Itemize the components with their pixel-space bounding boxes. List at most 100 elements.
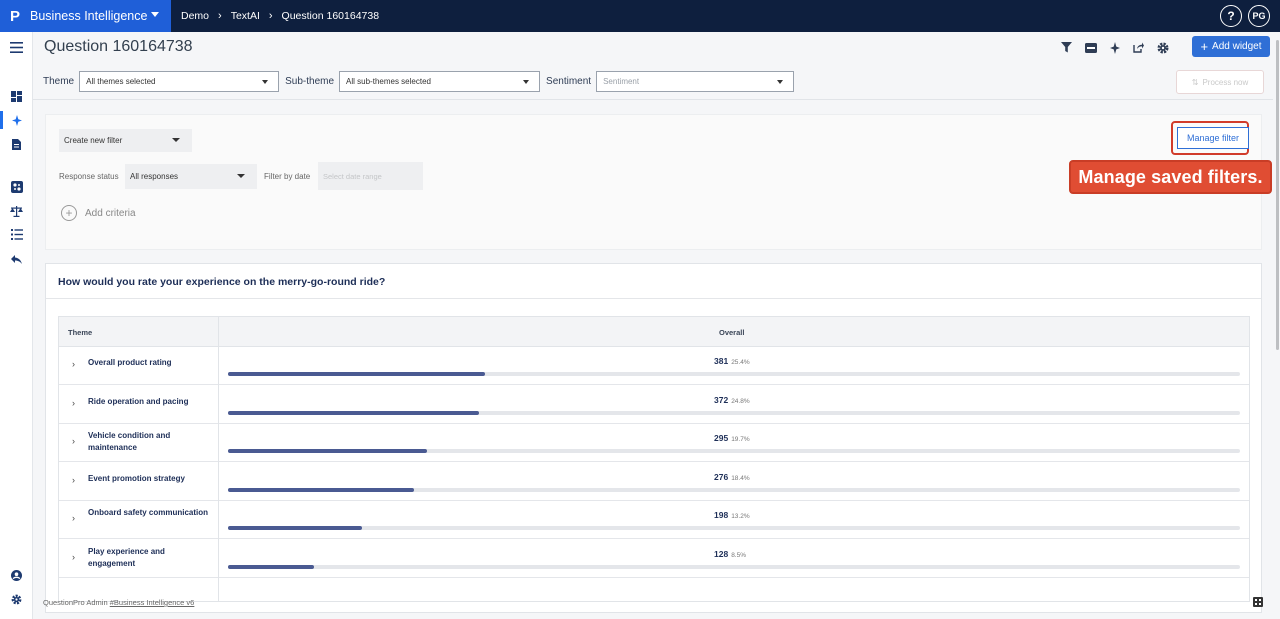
date-range-input[interactable]: Select date range bbox=[318, 162, 423, 190]
row-value: 128 8.5% bbox=[714, 549, 747, 559]
admin-icon[interactable] bbox=[10, 569, 23, 582]
sentiment-label: Sentiment bbox=[546, 76, 592, 87]
column-header-theme: Theme bbox=[68, 328, 93, 337]
widget-divider bbox=[46, 298, 1261, 299]
sentiment-select[interactable]: Sentiment bbox=[596, 71, 795, 92]
theme-filter-bar: Theme All themes selected Sub-theme All … bbox=[43, 71, 800, 92]
row-theme-label: Ride operation and pacing bbox=[88, 397, 189, 406]
date-range-placeholder: Select date range bbox=[323, 171, 382, 181]
row-theme-label: Overall product rating bbox=[88, 358, 172, 367]
dashboard-icon[interactable] bbox=[10, 90, 23, 103]
chevron-down-icon bbox=[172, 138, 180, 142]
footer-link[interactable]: #Business Intelligence v6 bbox=[109, 598, 195, 607]
table-scrollbar[interactable] bbox=[1249, 317, 1250, 441]
manage-filter-label: Manage filter bbox=[1186, 133, 1240, 143]
filter-by-date-label: Filter by date bbox=[264, 172, 311, 181]
settings-icon[interactable] bbox=[10, 593, 23, 606]
chevron-down-icon bbox=[237, 174, 245, 178]
table-row[interactable]: › Play experience and engagement 128 8.5% bbox=[59, 540, 1249, 578]
sentiment-select-placeholder: Sentiment bbox=[603, 77, 640, 86]
table-row[interactable]: › Event promotion strategy 276 18.4% bbox=[59, 463, 1249, 501]
theme-select[interactable]: All themes selected bbox=[79, 71, 280, 92]
share-icon[interactable] bbox=[1132, 41, 1145, 54]
calculator-icon[interactable] bbox=[1253, 597, 1263, 610]
manage-filter-button[interactable]: Manage filter bbox=[1177, 127, 1249, 149]
scale-icon[interactable] bbox=[10, 205, 23, 218]
subtheme-select-value: All sub-themes selected bbox=[346, 77, 431, 86]
chevron-right-icon: › bbox=[218, 10, 222, 22]
breadcrumb: Demo › TextAI › Question 160164738 bbox=[181, 0, 379, 32]
sidebar bbox=[0, 32, 33, 619]
table-row[interactable]: › Overall product rating 381 25.4% bbox=[59, 347, 1249, 385]
avatar[interactable]: PG bbox=[1248, 5, 1270, 27]
page-title: Question 160164738 bbox=[44, 38, 193, 55]
progress-track bbox=[228, 411, 1240, 415]
table-row[interactable]: › Onboard safety communication 198 13.2% bbox=[59, 501, 1249, 539]
create-filter-dropdown[interactable]: Create new filter bbox=[59, 129, 192, 152]
row-theme-label: Event promotion strategy bbox=[88, 474, 185, 483]
menu-icon[interactable] bbox=[10, 41, 23, 54]
report-icon[interactable] bbox=[10, 138, 23, 151]
chevron-down-icon bbox=[262, 80, 269, 84]
response-status-select[interactable]: All responses bbox=[125, 164, 257, 189]
row-value: 381 25.4% bbox=[714, 356, 750, 366]
breadcrumb-textai[interactable]: TextAI bbox=[230, 10, 260, 22]
progress-fill bbox=[228, 526, 362, 530]
theme-select-value: All themes selected bbox=[86, 77, 156, 86]
active-indicator bbox=[0, 111, 3, 129]
question-widget: How would you rate your experience on th… bbox=[45, 263, 1262, 613]
progress-fill bbox=[228, 488, 415, 492]
sparkle-icon[interactable] bbox=[10, 114, 23, 127]
help-icon[interactable]: ? bbox=[1220, 5, 1242, 27]
create-filter-label: Create new filter bbox=[64, 136, 123, 145]
breadcrumb-question: Question 160164738 bbox=[281, 10, 380, 22]
progress-fill bbox=[228, 449, 428, 453]
app-switcher[interactable]: P Business Intelligence bbox=[0, 0, 171, 32]
add-criteria-button[interactable]: + Add criteria bbox=[61, 205, 136, 221]
chevron-right-icon[interactable]: › bbox=[72, 359, 75, 369]
chevron-down-icon bbox=[523, 80, 530, 84]
back-icon[interactable] bbox=[10, 253, 23, 266]
gear-icon[interactable] bbox=[1156, 41, 1169, 54]
chevron-right-icon[interactable]: › bbox=[72, 436, 75, 446]
process-now-label: Process now bbox=[1202, 77, 1249, 87]
widget-title: How would you rate your experience on th… bbox=[58, 276, 386, 288]
chevron-right-icon[interactable]: › bbox=[72, 552, 75, 562]
app-logo: P bbox=[9, 7, 20, 25]
page-scrollbar[interactable] bbox=[1276, 40, 1279, 350]
add-criteria-label: Add criteria bbox=[85, 207, 136, 219]
progress-fill bbox=[228, 411, 479, 415]
plus-icon: + bbox=[1200, 38, 1209, 54]
row-theme-label: Play experience and engagement bbox=[88, 547, 165, 568]
manage-filters-tooltip: Manage saved filters. bbox=[1069, 160, 1272, 194]
chevron-right-icon[interactable]: › bbox=[72, 513, 75, 523]
add-widget-button[interactable]: + Add widget bbox=[1192, 36, 1270, 57]
subtheme-select[interactable]: All sub-themes selected bbox=[339, 71, 541, 92]
sparkle-icon[interactable] bbox=[1108, 41, 1121, 54]
theme-table: Theme Overall › Overall product rating 3… bbox=[58, 316, 1250, 602]
header-divider bbox=[33, 99, 1273, 100]
progress-track bbox=[228, 526, 1240, 530]
main-content: Question 160164738 + Add widget Theme Al… bbox=[33, 32, 1280, 619]
table-row[interactable]: › Ride operation and pacing 372 24.8% bbox=[59, 386, 1249, 424]
table-row[interactable]: › Vehicle condition and maintenance 295 1… bbox=[59, 424, 1249, 462]
ml-icon[interactable] bbox=[10, 180, 23, 193]
row-value: 198 13.2% bbox=[714, 510, 750, 520]
subtheme-label: Sub-theme bbox=[285, 76, 335, 87]
response-status-value: All responses bbox=[130, 172, 179, 181]
process-now-button[interactable]: ⇅ Process now bbox=[1176, 70, 1264, 94]
filter-panel: Create new filter Response status All re… bbox=[45, 114, 1262, 250]
chevron-right-icon[interactable]: › bbox=[72, 398, 75, 408]
chevron-down-icon bbox=[777, 80, 784, 84]
sort-icon: ⇅ bbox=[1191, 77, 1199, 87]
filter-icon[interactable] bbox=[1060, 41, 1073, 54]
progress-track bbox=[228, 565, 1240, 569]
list-icon[interactable] bbox=[10, 228, 23, 241]
progress-track bbox=[228, 449, 1240, 453]
column-divider bbox=[218, 317, 219, 601]
breadcrumb-demo[interactable]: Demo bbox=[181, 10, 210, 22]
theme-label: Theme bbox=[43, 76, 75, 87]
chevron-right-icon[interactable]: › bbox=[72, 475, 75, 485]
row-value: 372 24.8% bbox=[714, 395, 750, 405]
csv-icon[interactable] bbox=[1084, 41, 1097, 54]
